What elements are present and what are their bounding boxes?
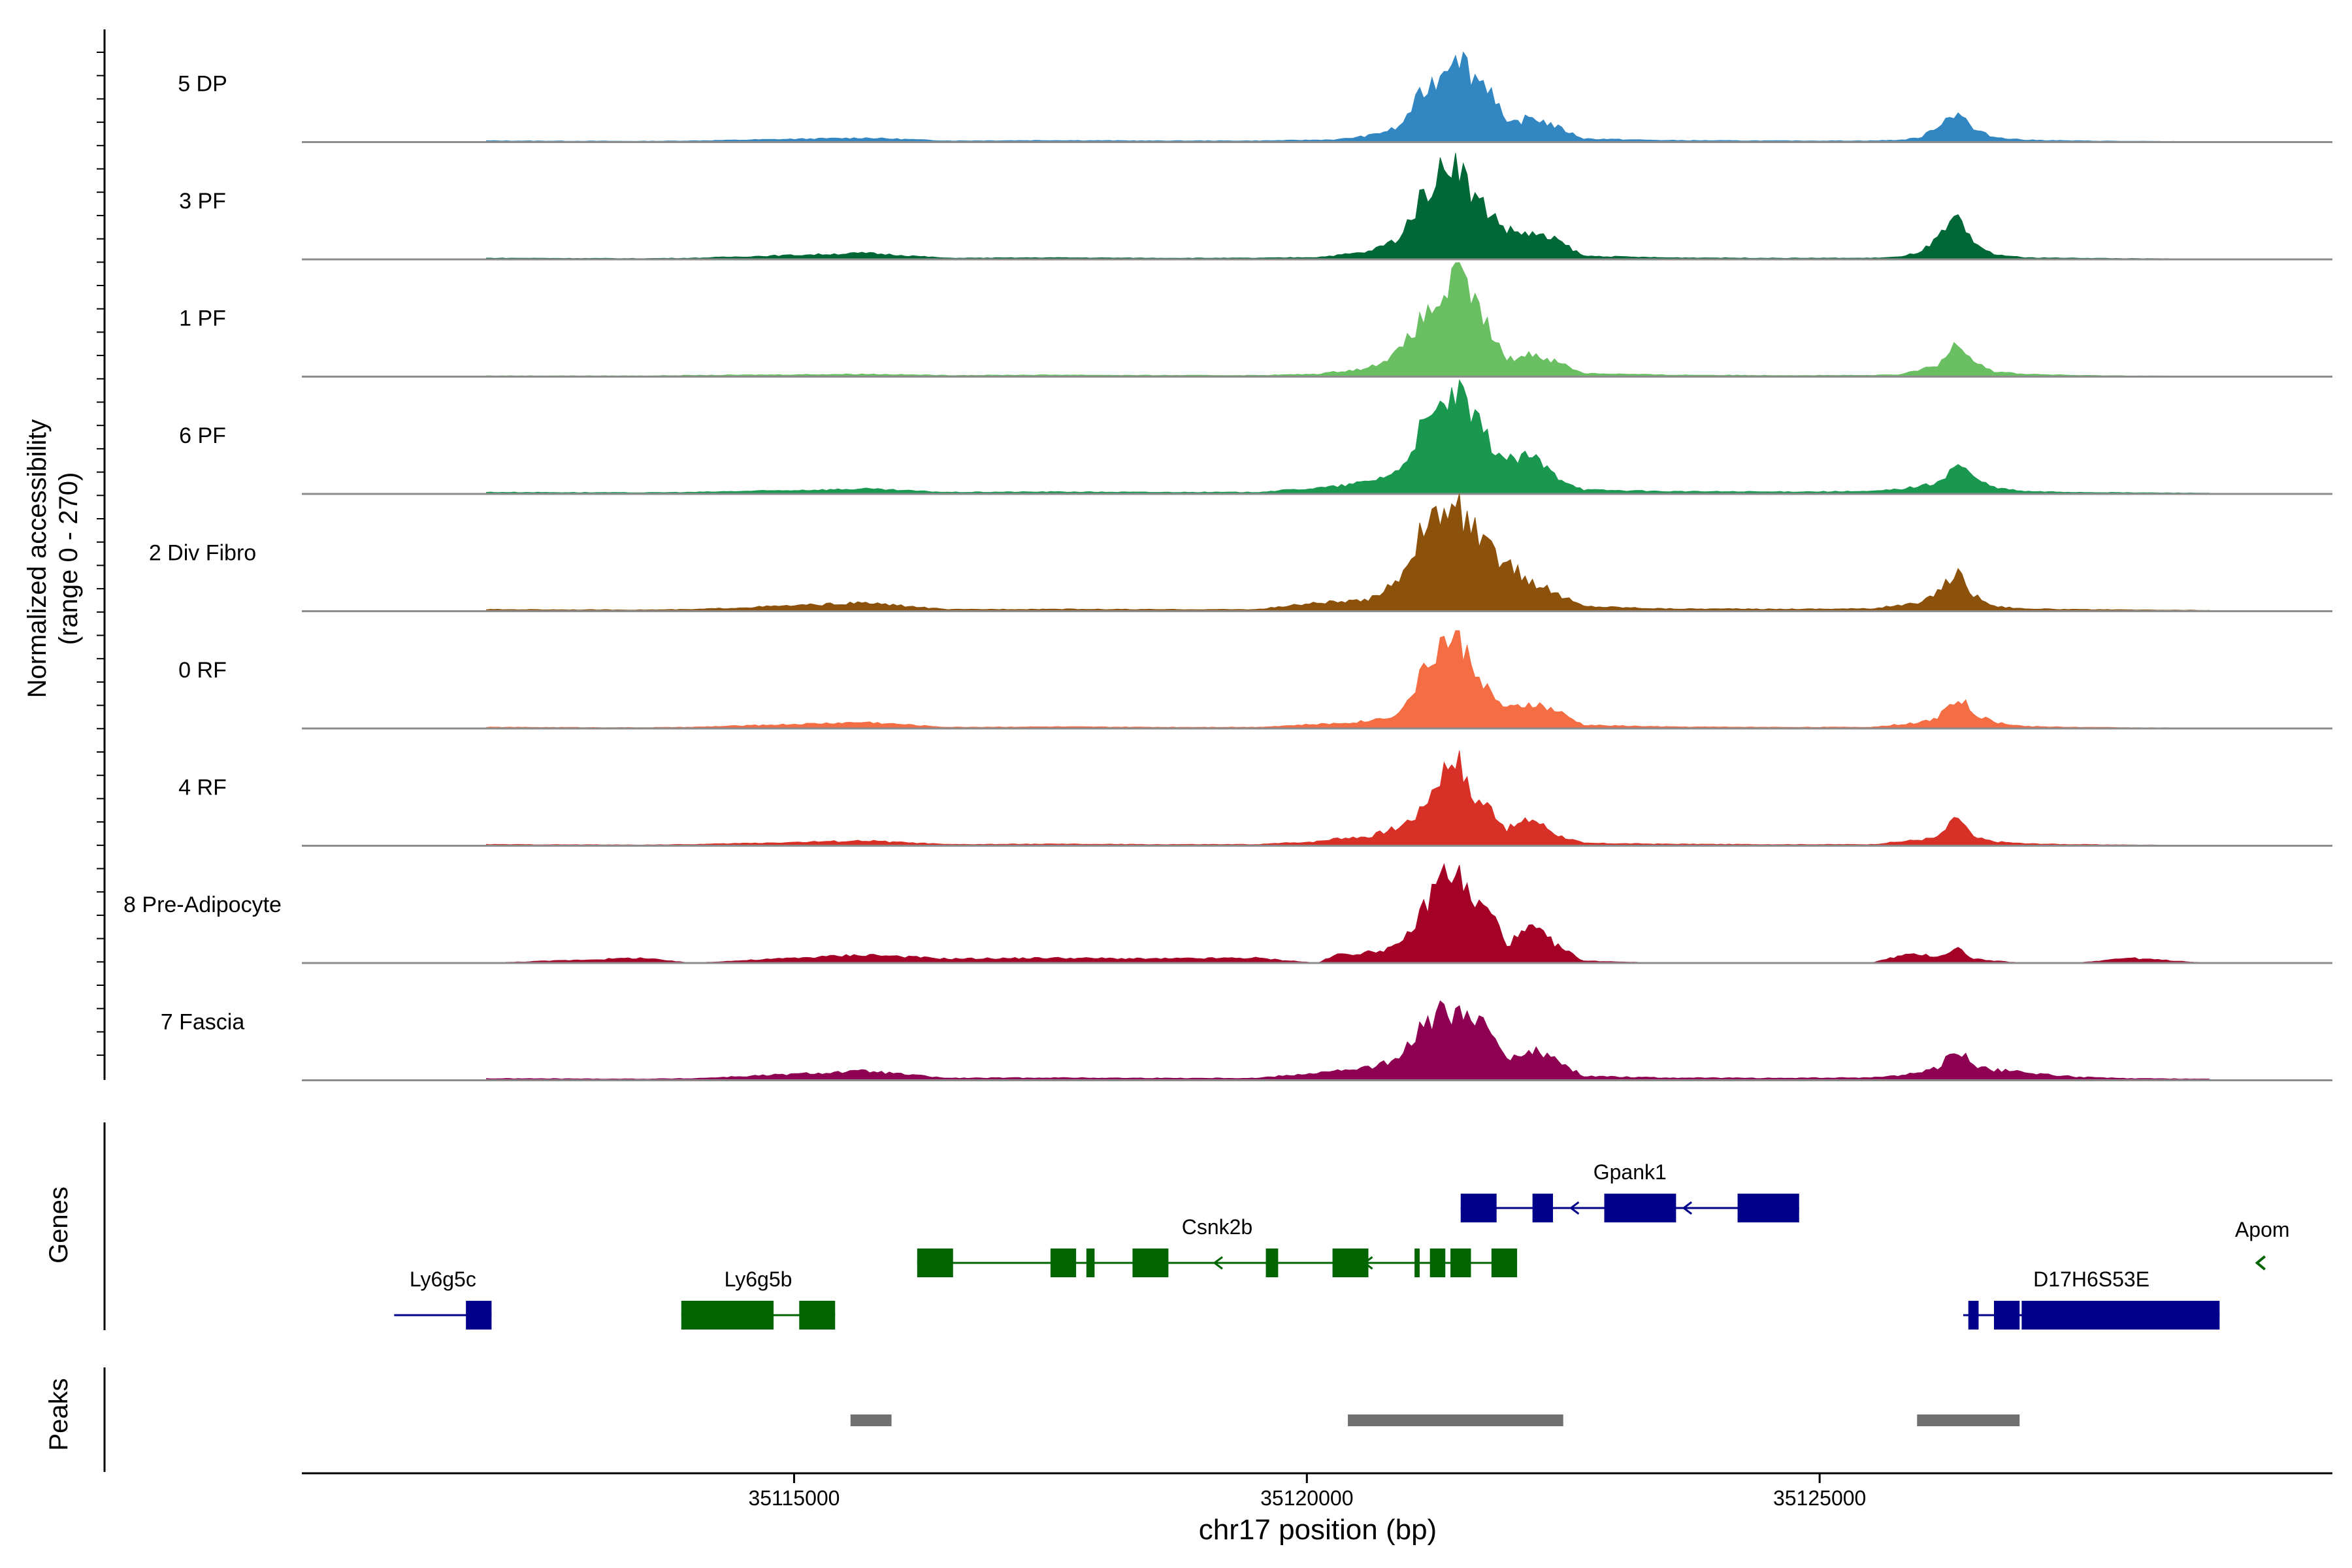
gene-csnk2b-exon: [1266, 1249, 1279, 1277]
gene-ly6g5b-strand-arrow: [754, 1308, 764, 1322]
gene-gpank1-label: Gpank1: [1593, 1160, 1667, 1184]
gene-csnk2b-exon: [1491, 1249, 1518, 1277]
gene-gpank1-strand-arrow: [1569, 1201, 1580, 1215]
y-axis-title-line2: (range 0 - 270): [54, 472, 83, 645]
genes-panel: Ly6g5c Ly6g5b Csnk2b Gpank1 D17H6S53E Apom: [103, 1122, 2290, 1330]
gene-apom-label: Apom: [2235, 1218, 2290, 1241]
gene-csnk2b-strand-arrow: [1213, 1256, 1223, 1270]
gene-gpank1-strand-arrow: [1682, 1201, 1692, 1215]
gene-csnk2b-exon: [1450, 1249, 1471, 1277]
gene-ly6g5b-exon: [799, 1301, 836, 1330]
coverage-area-5-dp: [486, 51, 2210, 142]
gene-ly6g5c-exon: [466, 1301, 492, 1330]
coverage-area-3-pf: [486, 153, 2210, 260]
gene-d17h6s53e-exon: [1994, 1301, 2020, 1330]
gene-d17h6s53e-exon: [1968, 1301, 1979, 1330]
coverage-area-0-rf: [486, 630, 2210, 729]
gene-csnk2b-exon: [917, 1249, 953, 1277]
gene-ly6g5b-label: Ly6g5b: [725, 1267, 792, 1291]
x-tick-label: 35125000: [1773, 1486, 1866, 1510]
peak-region: [1917, 1414, 2020, 1426]
gene-csnk2b-exon: [1086, 1249, 1095, 1277]
track-label: 4 RF: [178, 776, 227, 800]
coverage-area-6-pf: [486, 379, 2210, 495]
coverage-area-8-pre-adipocyte: [486, 863, 2210, 964]
coverage-panel: 5 DP 3 PF 1 PF 6 PF 2 Div Fibro 0 RF 4 RF 8 Pre…: [97, 29, 2332, 1081]
gene-csnk2b-exon: [1132, 1249, 1169, 1277]
track-label: 3 PF: [179, 189, 226, 214]
gene-d17h6s53e-label: D17H6S53E: [2033, 1267, 2149, 1291]
track-label: 7 Fascia: [161, 1010, 245, 1035]
gene-csnk2b-exon: [1414, 1249, 1420, 1277]
track-label: 2 Div Fibro: [149, 541, 256, 566]
track-label: 1 PF: [179, 306, 226, 331]
gene-gpank1-exon: [1532, 1194, 1554, 1222]
y-axis-title-line1: Normalized accessibility: [23, 419, 52, 698]
gene-csnk2b-exon: [1429, 1249, 1446, 1277]
coverage-area-1-pf: [486, 262, 2210, 377]
coverage-area-7-fascia: [486, 1000, 2210, 1081]
track-label: 8 Pre-Adipocyte: [123, 892, 282, 917]
gene-apom-strand-arrow: [2255, 1255, 2266, 1271]
x-axis-title: chr17 position (bp): [1199, 1514, 1437, 1546]
coverage-area-2-div-fibro: [486, 493, 2210, 612]
peak-region: [850, 1414, 892, 1426]
track-label: 6 PF: [179, 423, 226, 448]
peaks-panel: [103, 1367, 2020, 1472]
gene-d17h6s53e-exon: [2021, 1301, 2220, 1330]
gene-gpank1-exon: [1737, 1194, 1799, 1222]
x-tick-label: 35115000: [748, 1486, 840, 1510]
track-label: 5 DP: [178, 72, 227, 97]
gene-csnk2b-strand-arrow: [1062, 1256, 1073, 1270]
peak-region: [1348, 1414, 1563, 1426]
gene-csnk2b-strand-arrow: [1363, 1256, 1373, 1270]
x-tick-label: 35120000: [1260, 1486, 1353, 1510]
peaks-track-label: Peaks: [44, 1378, 73, 1450]
genes-track-label: Genes: [44, 1186, 73, 1264]
gene-csnk2b-exon: [1332, 1249, 1369, 1277]
x-axis: 35115000 35120000 35125000: [302, 1472, 2332, 1510]
gene-ly6g5b-exon: [681, 1301, 774, 1330]
gene-gpank1-exon: [1604, 1194, 1676, 1222]
gene-d17h6s53e-strand-arrow: [2087, 1308, 2098, 1322]
coverage-area-4-rf: [486, 750, 2210, 846]
gene-gpank1-exon: [1460, 1194, 1497, 1222]
track-label: 0 RF: [178, 658, 227, 683]
gene-ly6g5c-label: Ly6g5c: [410, 1267, 476, 1291]
gene-csnk2b-label: Csnk2b: [1182, 1215, 1253, 1239]
